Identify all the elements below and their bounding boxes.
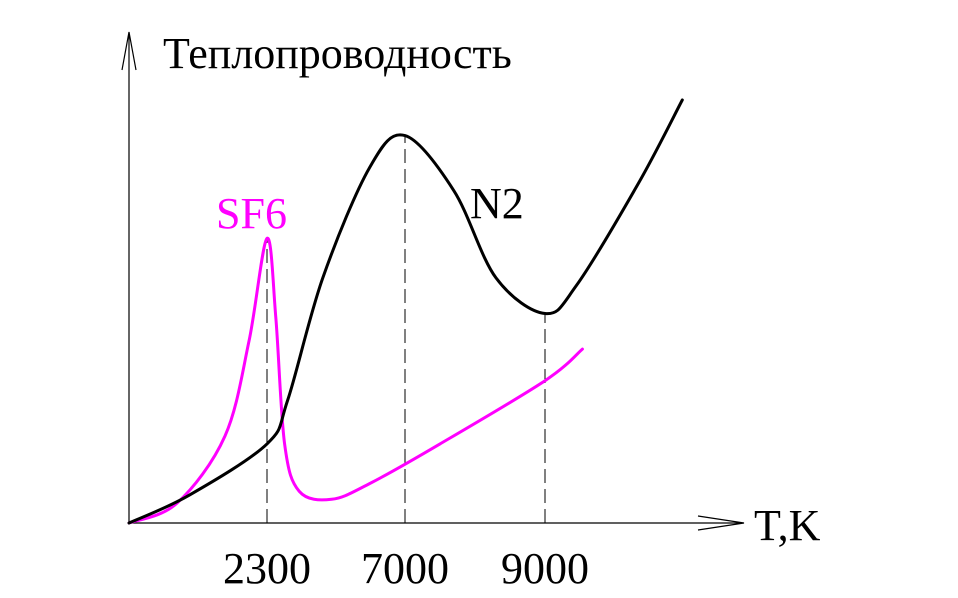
series-line-sf6 [127, 236, 584, 525]
series-line-n2 [127, 98, 684, 525]
x-axis-arrow [697, 515, 745, 531]
x-tick-label: 7000 [361, 544, 449, 593]
x-tick-label: 9000 [501, 544, 589, 593]
y-axis-label: Теплопроводность [163, 29, 512, 78]
x-axis-label: T,K [754, 501, 821, 550]
guide-lines [266, 135, 546, 523]
y-axis-arrow [121, 31, 137, 71]
x-tick-label: 2300 [223, 544, 311, 593]
series-label-n2: N2 [470, 179, 524, 228]
series-layer [127, 98, 684, 525]
series-label-sf6: SF6 [216, 189, 287, 238]
axes [121, 31, 745, 531]
